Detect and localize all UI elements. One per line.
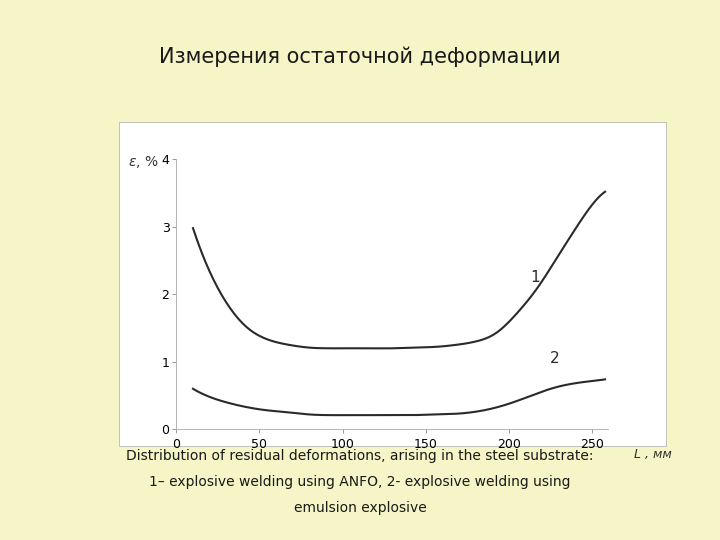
Text: $\varepsilon$, %: $\varepsilon$, % — [128, 154, 159, 170]
Text: Измерения остаточной деформации: Измерения остаточной деформации — [159, 46, 561, 67]
Text: L , мм: L , мм — [634, 448, 672, 461]
Text: 2: 2 — [550, 351, 560, 366]
Text: 1: 1 — [531, 270, 540, 285]
Text: 1– explosive welding using ANFO, 2- explosive welding using: 1– explosive welding using ANFO, 2- expl… — [149, 475, 571, 489]
Text: emulsion explosive: emulsion explosive — [294, 501, 426, 515]
Text: Distribution of residual deformations, arising in the steel substrate:: Distribution of residual deformations, a… — [126, 449, 594, 463]
